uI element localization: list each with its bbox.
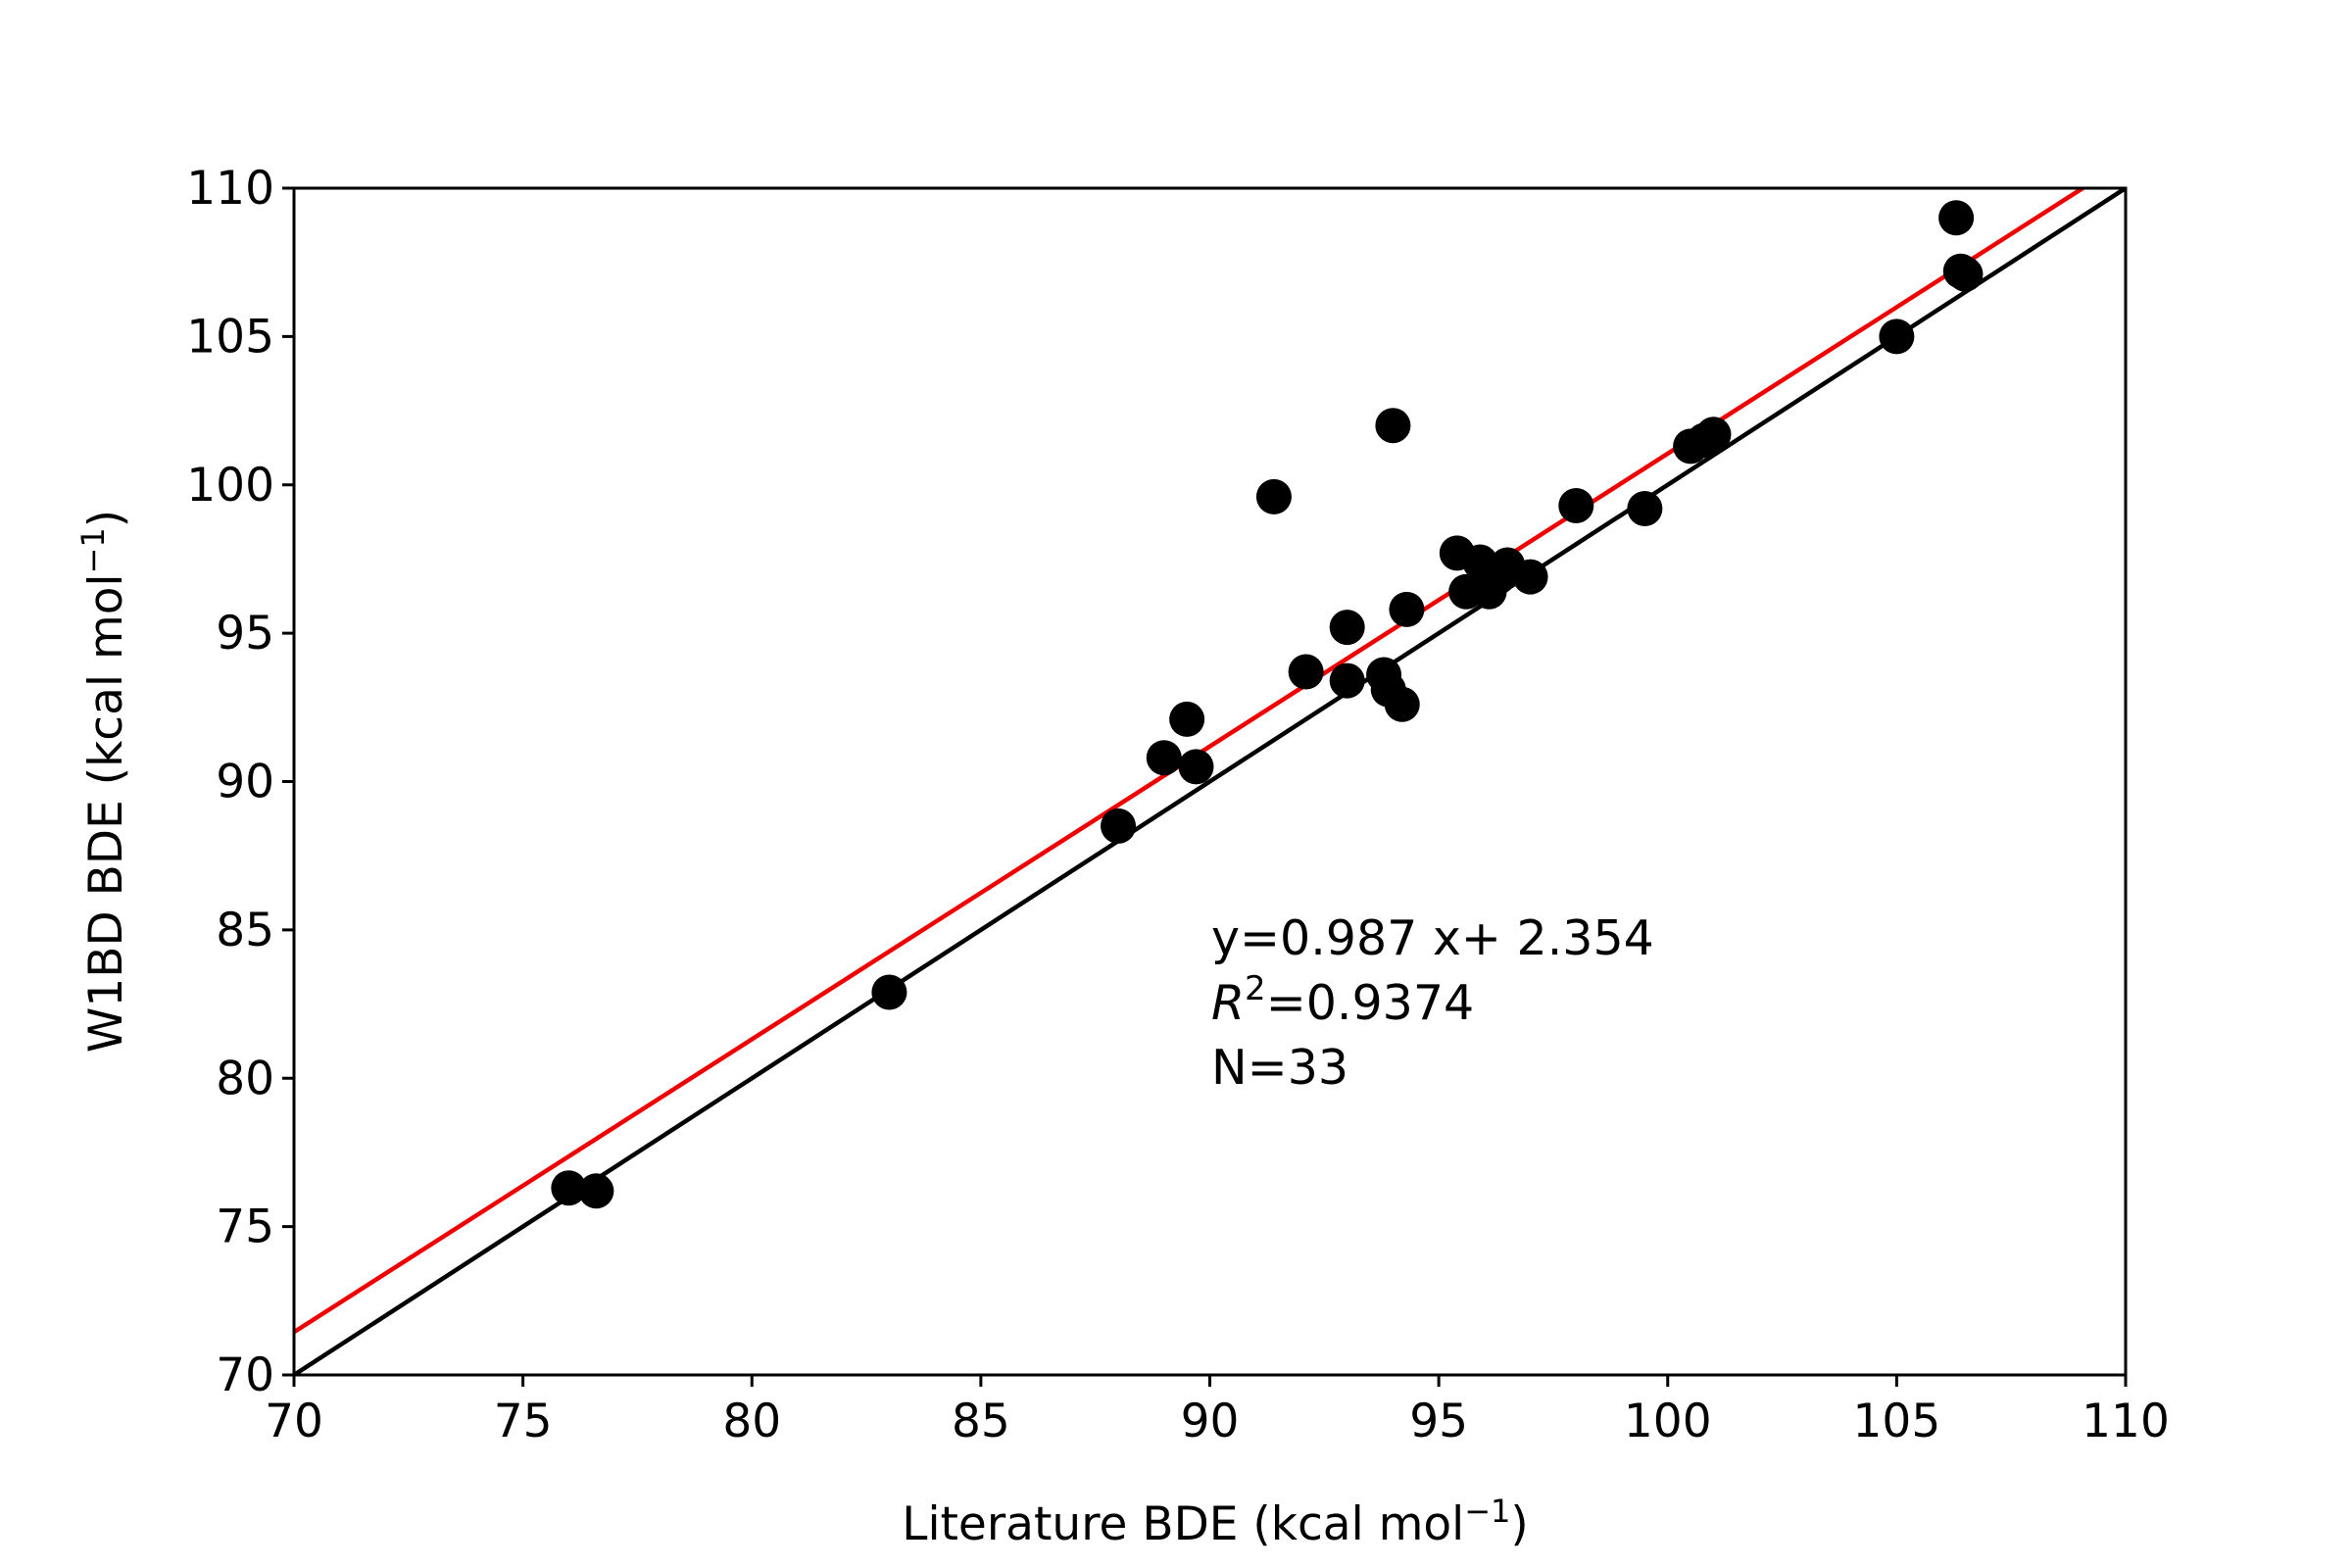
x-tick-label: 105 xyxy=(1853,1395,1941,1448)
y-tick-label: 95 xyxy=(216,607,274,661)
fit-annotation: y=0.987 x+ 2.354 R2=0.9374 N=33 xyxy=(1211,910,1654,1096)
y-tick-label: 105 xyxy=(186,310,274,364)
y-axis-label-text: W1BD BDE (kcal mol xyxy=(79,573,133,1053)
data-point xyxy=(1938,200,1975,236)
y-tick-label: 75 xyxy=(216,1200,274,1254)
r-squared-value: =0.9374 xyxy=(1266,975,1475,1031)
x-tick-label: 100 xyxy=(1624,1395,1712,1448)
data-point xyxy=(1695,416,1732,453)
data-point xyxy=(871,974,907,1010)
data-point xyxy=(578,1173,614,1209)
data-point xyxy=(1169,701,1205,737)
y-tick-label: 80 xyxy=(216,1052,274,1105)
y-axis-label-exponent: −1 xyxy=(74,527,112,573)
y-axis-label: W1BD BDE (kcal mol−1) xyxy=(74,510,133,1053)
r-squared-exponent: 2 xyxy=(1245,969,1266,1008)
data-point xyxy=(1627,490,1663,526)
data-point xyxy=(1384,686,1420,722)
y-tick-label: 100 xyxy=(186,459,274,513)
data-point xyxy=(1879,318,1915,355)
x-tick-label: 75 xyxy=(494,1395,553,1448)
data-point xyxy=(1512,559,1548,595)
x-axis-label: Literature BDE (kcal mol−1) xyxy=(902,1493,1528,1551)
x-axis-label-exponent: −1 xyxy=(1464,1493,1510,1530)
data-point xyxy=(1178,749,1214,785)
x-tick-label: 110 xyxy=(2082,1395,2170,1448)
data-point xyxy=(1558,487,1594,523)
data-point xyxy=(1288,654,1324,690)
data-point xyxy=(1947,256,1984,292)
x-tick-label: 70 xyxy=(265,1395,323,1448)
data-point xyxy=(551,1170,587,1206)
regression-line xyxy=(294,188,2087,1335)
fit-equation: y=0.987 x+ 2.354 xyxy=(1211,910,1654,966)
data-point xyxy=(1146,740,1182,776)
fit-sample-count: N=33 xyxy=(1211,1040,1348,1096)
fit-r-squared: R2=0.9374 xyxy=(1211,969,1474,1031)
data-point xyxy=(1389,591,1425,627)
y-tick-label: 85 xyxy=(216,904,274,957)
data-point xyxy=(1101,808,1137,844)
data-points xyxy=(551,200,1984,1209)
y-tick-label: 90 xyxy=(216,756,274,809)
x-axis-label-close: ) xyxy=(1510,1497,1528,1551)
x-axis-label-text: Literature BDE (kcal mol xyxy=(902,1497,1464,1551)
data-point xyxy=(1255,478,1292,514)
x-tick-label: 85 xyxy=(952,1395,1010,1448)
x-tick-label: 80 xyxy=(722,1395,781,1448)
data-point xyxy=(1329,662,1365,699)
data-point xyxy=(1329,610,1365,646)
y-axis-label-close: ) xyxy=(79,510,133,527)
y-tick-label: 70 xyxy=(216,1348,274,1402)
x-tick-label: 95 xyxy=(1409,1395,1468,1448)
x-tick-label: 90 xyxy=(1181,1395,1240,1448)
y-tick-label: 110 xyxy=(186,162,274,216)
data-point xyxy=(1375,408,1411,444)
y-axis-ticks: 70 75 80 85 90 95 100 105 110 xyxy=(186,162,294,1402)
r-squared-symbol: R xyxy=(1211,975,1245,1031)
x-axis-ticks: 70 75 80 85 90 95 100 105 110 xyxy=(265,1375,2170,1448)
